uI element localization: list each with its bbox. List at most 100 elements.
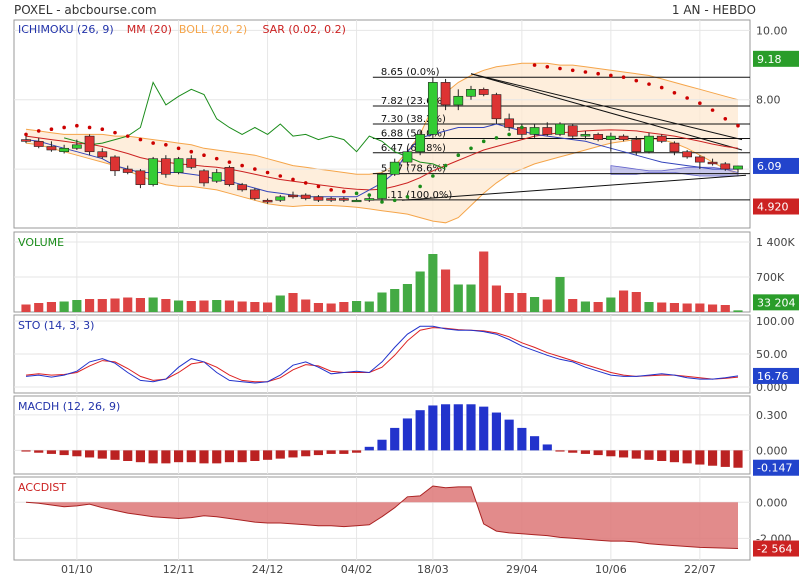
volume-bar: [479, 251, 489, 312]
volume-bar: [606, 297, 616, 312]
sar-dot: [634, 78, 639, 83]
volume-bar: [84, 299, 95, 312]
candle-up: [605, 135, 616, 140]
volume-bar: [237, 301, 247, 312]
volume-bar: [301, 299, 311, 312]
macdh-bar: [212, 450, 222, 464]
macdh-bar: [555, 450, 565, 452]
macdh-bar: [669, 450, 680, 463]
fibonacci-label: 5.11 (100.0%): [381, 190, 452, 201]
candle-down: [338, 198, 349, 201]
sar-dot: [736, 123, 740, 128]
candle-down: [618, 135, 629, 140]
sar-dot: [392, 198, 397, 203]
price-y-tick-label: 8.00: [756, 94, 781, 107]
volume-bar: [250, 302, 260, 312]
macdh-panel-frame: [13, 395, 751, 475]
volume-bar: [161, 299, 171, 312]
candle-down: [491, 94, 502, 120]
volume-badge: 33 204: [757, 296, 796, 309]
macdh-bar: [224, 450, 235, 463]
macdh-bar: [618, 450, 629, 458]
price-badge-high: 9.18: [757, 53, 782, 66]
sto-y-tick-label: 50.00: [756, 348, 788, 361]
volume-bar: [669, 303, 680, 312]
sar-dot: [189, 149, 194, 154]
candle-down: [84, 135, 95, 153]
sar-dot: [36, 129, 41, 133]
volume-bar: [390, 289, 400, 312]
price-legend-item: BOLL (20, 2): [179, 23, 247, 36]
candle-down: [249, 189, 260, 199]
macdh-bar: [631, 450, 641, 459]
accdist-area: [26, 486, 738, 549]
volume-bar: [21, 304, 31, 312]
candle-up: [351, 199, 362, 203]
sar-dot: [214, 156, 219, 161]
candle-down: [33, 141, 44, 147]
sar-dot: [303, 181, 308, 185]
candle-down: [504, 118, 515, 128]
fibonacci-label: 6.47 (61.8%): [381, 143, 446, 154]
sar-dot: [278, 174, 283, 178]
candle-up: [275, 196, 286, 201]
candle-down: [21, 139, 31, 142]
volume-bar: [212, 300, 222, 312]
sar-dot: [342, 189, 346, 194]
macdh-bar: [695, 450, 705, 465]
candle-down: [631, 139, 642, 153]
macdh-bar: [568, 450, 578, 453]
accdist-badge: -2 564: [757, 543, 792, 556]
candle-up: [733, 165, 743, 170]
volume-bar: [517, 293, 527, 312]
macdh-bar: [593, 450, 603, 456]
macdh-bar: [504, 419, 514, 451]
candle-down: [110, 156, 120, 172]
volume-bar: [377, 292, 387, 312]
macdh-bar: [110, 450, 120, 460]
macdh-bar: [288, 450, 298, 458]
sar-dot: [329, 188, 333, 192]
header-symbol: POXEL - abcbourse.com: [14, 3, 157, 17]
candle-down: [669, 142, 680, 153]
macdh-badge-bg: [753, 459, 799, 476]
macdh-bar: [453, 404, 463, 451]
candle-down: [262, 199, 273, 203]
volume-bar: [123, 297, 133, 312]
candle-down: [656, 135, 667, 142]
x-tick-label: 12/11: [163, 563, 195, 576]
macdh-bar: [148, 450, 158, 464]
header-period: 1 AN - HEBDO: [671, 3, 756, 17]
macdh-bar: [707, 450, 718, 466]
sar-dot: [240, 163, 244, 168]
macdh-bar: [542, 444, 552, 451]
price-badge-last-bg: [753, 157, 799, 174]
volume-bar: [568, 299, 578, 312]
macdh-bar: [720, 450, 730, 467]
sar-dot: [62, 125, 66, 130]
sar-dot: [113, 130, 117, 135]
sar-dot: [456, 153, 461, 157]
sar-dot: [621, 75, 626, 79]
volume-bar: [262, 302, 273, 312]
sar-dot: [520, 125, 524, 130]
sto-y-tick-label: 0.000: [756, 381, 788, 394]
candle-down: [326, 198, 337, 201]
macdh-bar: [250, 450, 260, 461]
macdh-bar: [733, 450, 743, 468]
macdh-bar: [46, 450, 57, 454]
price-legend-item: MM (20): [127, 23, 172, 36]
sar-dot: [659, 85, 664, 90]
candle-up: [59, 147, 70, 153]
candle-down: [682, 151, 693, 158]
sar-dot: [380, 200, 384, 204]
macdh-bar: [313, 450, 324, 456]
sto-y-tick-label: 100.00: [756, 315, 795, 328]
macdh-bar: [377, 439, 387, 451]
macdh-bar: [186, 450, 196, 463]
sar-dot: [672, 91, 677, 95]
volume-bar: [504, 293, 514, 312]
sar-dot: [443, 163, 448, 168]
sar-dot: [100, 127, 105, 131]
sar-dot: [583, 70, 588, 74]
